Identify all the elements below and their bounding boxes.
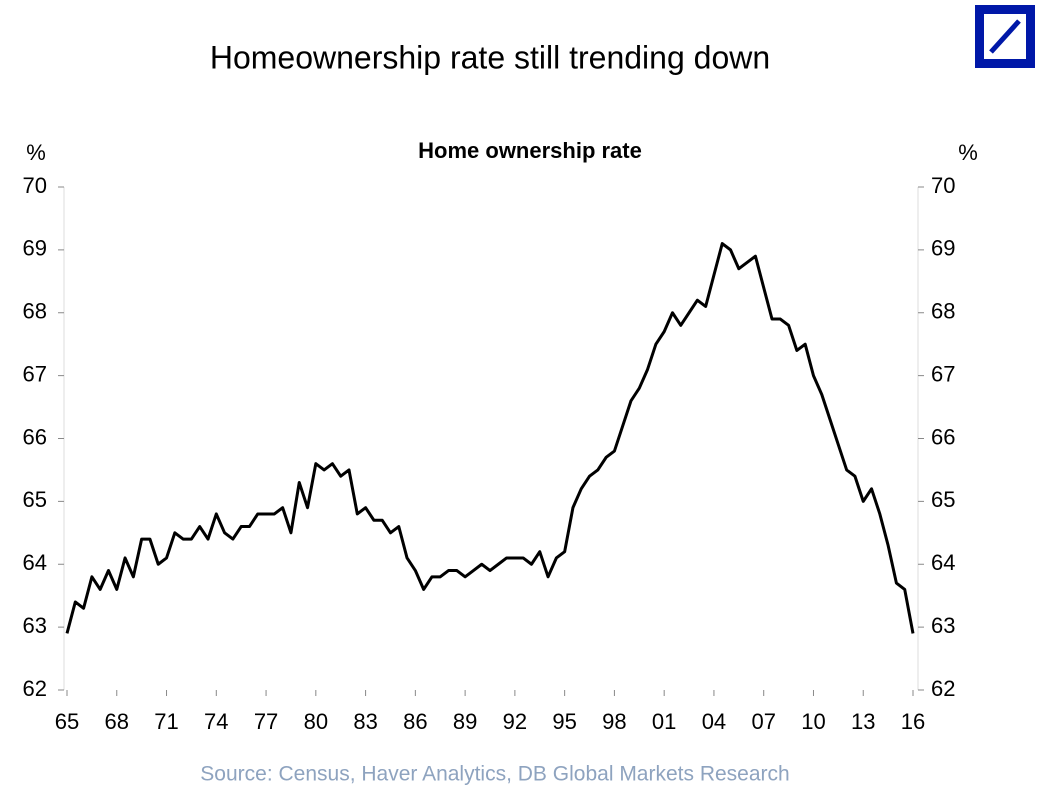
x-tick-label: 04 — [702, 709, 726, 734]
y2-tick-label: 65 — [931, 487, 955, 512]
x-tick-label: 13 — [851, 709, 875, 734]
y-tick-label: 64 — [23, 550, 47, 575]
y-tick-label: 65 — [23, 487, 47, 512]
y2-tick-label: 67 — [931, 361, 955, 386]
y-tick-label: 70 — [23, 173, 47, 198]
y2-axis-label: % — [958, 140, 978, 165]
x-tick-label: 98 — [602, 709, 626, 734]
x-tick-label: 68 — [105, 709, 129, 734]
y-tick-label: 67 — [23, 361, 47, 386]
x-tick-label: 07 — [751, 709, 775, 734]
x-tick-label: 89 — [453, 709, 477, 734]
y2-tick-label: 62 — [931, 676, 955, 701]
x-tick-label: 16 — [901, 709, 925, 734]
y2-tick-label: 63 — [931, 613, 955, 638]
y2-tick-label: 64 — [931, 550, 955, 575]
y2-tick-label: 66 — [931, 424, 955, 449]
y2-tick-label: 70 — [931, 173, 955, 198]
chart-subtitle: Home ownership rate — [418, 138, 642, 163]
x-tick-label: 83 — [353, 709, 377, 734]
x-tick-label: 86 — [403, 709, 427, 734]
x-tick-label: 01 — [652, 709, 676, 734]
logo — [975, 5, 1035, 68]
x-tick-label: 77 — [254, 709, 278, 734]
y-axis-label: % — [26, 140, 46, 165]
x-tick-label: 65 — [55, 709, 79, 734]
logo-slash — [989, 19, 1021, 54]
y-tick-label: 66 — [23, 424, 47, 449]
chart-title: Homeownership rate still trending down — [210, 39, 770, 75]
x-tick-label: 95 — [552, 709, 576, 734]
y2-tick-label: 69 — [931, 236, 955, 261]
x-tick-label: 80 — [304, 709, 328, 734]
x-tick-label: 71 — [154, 709, 178, 734]
source-note: Source: Census, Haver Analytics, DB Glob… — [200, 763, 789, 786]
y-tick-label: 68 — [23, 299, 47, 324]
x-tick-label: 74 — [204, 709, 228, 734]
data-line — [65, 242, 915, 634]
y-tick-label: 69 — [23, 236, 47, 261]
y-tick-label: 62 — [23, 676, 47, 701]
y-tick-label: 63 — [23, 613, 47, 638]
x-tick-label: 92 — [503, 709, 527, 734]
x-tick-label: 10 — [801, 709, 825, 734]
y2-tick-label: 68 — [931, 299, 955, 324]
